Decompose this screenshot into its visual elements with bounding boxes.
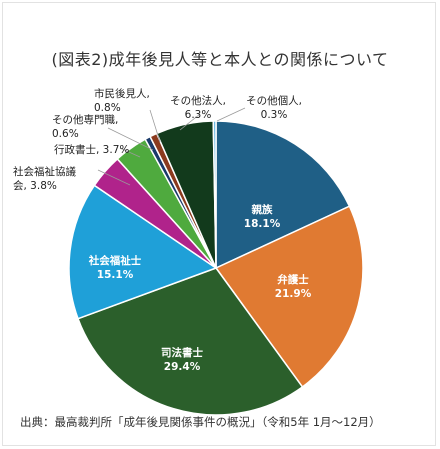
leader-line [179,113,201,131]
chart-frame [2,2,436,446]
pie-slice-judicial-scrivener [77,267,304,416]
pie-slice-social-worker [68,184,218,320]
leader-line [149,109,161,143]
label-judicial-scrivener: 司法書士 29.4% [161,346,203,373]
label-other-professional: その他専門職, 0.6% [52,113,118,140]
pie-slice-kin [215,120,351,270]
leader-line [119,147,141,158]
leader-line [216,107,246,122]
label-social-worker: 社会福祉士 15.1% [88,254,142,281]
label-social-welfare-council: 社会福祉協議会, 3.8% [13,165,76,192]
leader-line [97,169,131,186]
pie-slice-lawyer [214,205,364,388]
pie-slice-other-individual [212,120,217,269]
label-administrative-scrivener: 行政書士, 3.7% [54,143,129,156]
label-lawyer: 弁護士 21.9% [275,273,312,300]
leader-line [107,127,154,151]
label-citizen-guardian: 市民後見人, 0.8% [94,87,150,114]
label-other-corporation: その他法人, 6.3% [170,94,226,121]
source-note: 出典：最高裁判所「成年後見関係事件の概況」（令和5年 1月～12月） [20,415,381,429]
label-kin: 親族 18.1% [244,203,281,230]
label-other-individual: その他個人, 0.3% [246,94,302,121]
chart-title: (図表2)成年後見人等と本人との関係について [51,50,389,69]
